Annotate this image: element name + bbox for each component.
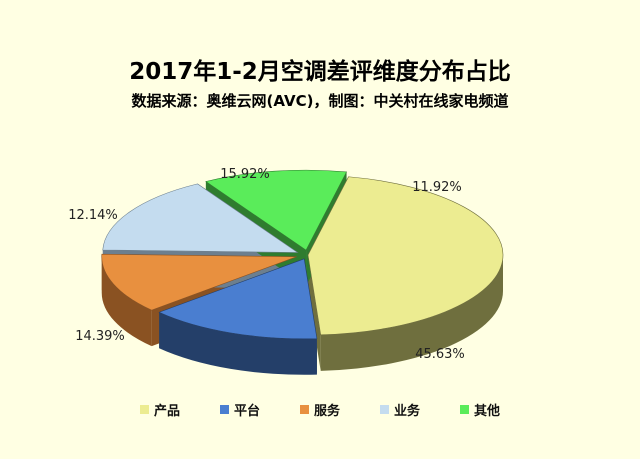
legend-swatch-other (460, 405, 470, 414)
legend-item-product: 产品 (139, 400, 180, 419)
pie-slice-other (205, 169, 348, 251)
pie-side-product (320, 255, 503, 371)
legend: 产品 平台 服务 业务 其他 (0, 400, 640, 419)
legend-label-business: 业务 (394, 404, 421, 419)
pie-label-business: 15.92% (220, 167, 270, 182)
legend-label-other: 其他 (474, 404, 501, 419)
pie-slice-product (307, 176, 504, 336)
pie-slice-service (101, 253, 297, 311)
legend-label-platform: 平台 (233, 404, 260, 419)
legend-label-service: 服务 (313, 404, 340, 419)
pie-label-service: 12.14% (68, 208, 118, 223)
legend-swatch-business (380, 405, 389, 414)
legend-item-service: 服务 (299, 400, 340, 419)
legend-label-product: 产品 (153, 404, 180, 419)
pie-slice-platform (158, 258, 318, 340)
legend-swatch-product (139, 405, 149, 414)
legend-swatch-platform (219, 405, 229, 414)
pie-label-other: 11.92% (412, 180, 462, 195)
pie-side-service (101, 256, 152, 347)
legend-item-business: 业务 (380, 400, 420, 419)
chart-subtitle: 数据来源：奥维云网(AVC)，制图：中关村在线家电频道 (131, 92, 509, 110)
pie-slice-business (102, 183, 299, 253)
pie-side-platform (159, 312, 317, 375)
chart-title: 2017年1-2月空调差评维度分布占比 (129, 59, 511, 85)
legend-item-other: 其他 (460, 400, 500, 419)
pie-label-platform: 14.39% (75, 329, 125, 344)
legend-swatch-service (299, 405, 309, 414)
legend-item-platform: 平台 (219, 400, 260, 419)
pie-label-product: 45.63% (415, 347, 465, 362)
